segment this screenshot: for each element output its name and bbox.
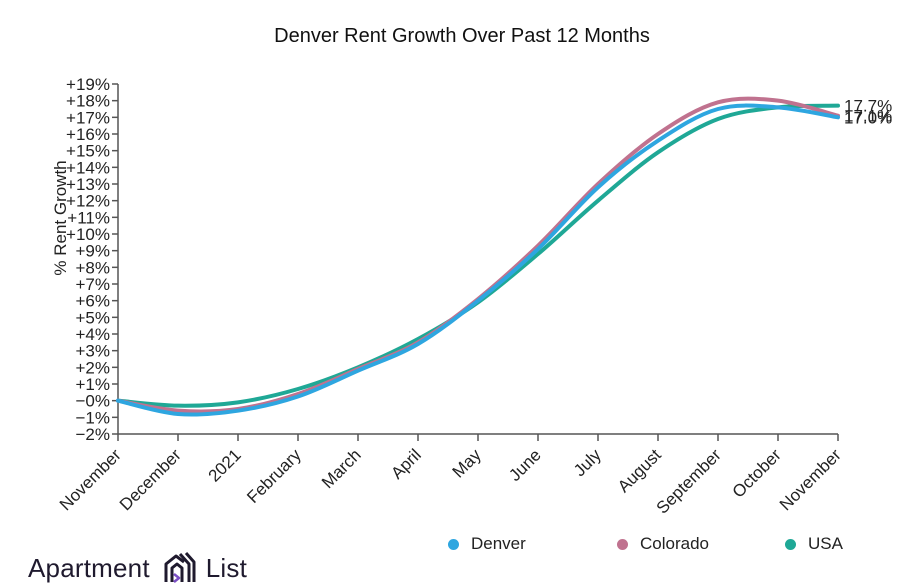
logo-text-list: List	[205, 552, 248, 583]
y-tick-label: +3%	[76, 342, 111, 361]
x-tick-label: September	[653, 445, 725, 517]
y-tick-label: −2%	[76, 425, 111, 444]
x-tick-label: May	[449, 445, 485, 481]
legend-label-denver: Denver	[471, 534, 526, 553]
x-tick-label: 2021	[205, 445, 245, 485]
legend-item-denver[interactable]: Denver	[448, 534, 526, 554]
y-tick-label: −0%	[76, 392, 111, 411]
x-tick-label: October	[729, 445, 785, 501]
series-line-usa	[116, 103, 840, 408]
legend-item-usa[interactable]: USA	[785, 534, 843, 554]
end-labels: 17.0%17.1%17.7%	[844, 97, 892, 128]
x-tick-label: July	[570, 445, 605, 480]
chart-title: Denver Rent Growth Over Past 12 Months	[274, 25, 650, 47]
y-tick-label: +8%	[76, 258, 111, 277]
legend-label-usa: USA	[808, 534, 843, 553]
x-tick-label: April	[387, 445, 424, 482]
x-tick-label: March	[318, 445, 365, 492]
x-tick-label: December	[116, 445, 185, 514]
legend-dot-denver	[448, 538, 459, 550]
series-line-denver	[116, 103, 840, 417]
x-tick-label: June	[505, 445, 545, 485]
y-tick-label: +18%	[66, 92, 110, 111]
y-tick-label: +12%	[66, 192, 110, 211]
y-tick-label: +14%	[66, 158, 110, 177]
x-tick-label: August	[614, 445, 665, 496]
x-tick-label: November	[776, 445, 845, 514]
y-tick-label: +13%	[66, 175, 110, 194]
end-label-colorado: 17.1%	[844, 107, 892, 126]
y-tick-label: +17%	[66, 108, 110, 127]
logo-text-apartment: Apartment	[28, 552, 150, 583]
end-label-denver: 17.0%	[844, 108, 892, 127]
y-axis: +19%+18%+17%+16%+15%+14%+13%+12%+11%+10%…	[66, 75, 119, 444]
apartment-list-logo: Apartment List	[28, 552, 247, 584]
y-tick-label: +5%	[76, 308, 111, 327]
legend-dot-colorado	[617, 538, 628, 550]
x-tick-label: February	[243, 445, 305, 507]
y-tick-label: +10%	[66, 225, 110, 244]
y-tick-label: +19%	[66, 75, 110, 94]
building-logo-icon	[164, 552, 196, 583]
series-line-colorado	[116, 96, 840, 414]
x-tick-label: November	[56, 445, 125, 514]
y-tick-label: +15%	[66, 142, 110, 161]
y-tick-label: +9%	[76, 242, 111, 261]
y-tick-label: +1%	[76, 375, 111, 394]
y-tick-label: +6%	[76, 292, 111, 311]
legend-label-colorado: Colorado	[640, 534, 709, 553]
legend: Denver Colorado USA	[0, 534, 924, 556]
y-tick-label: +16%	[66, 125, 110, 144]
y-tick-label: +4%	[76, 325, 111, 344]
y-tick-label: +2%	[76, 358, 111, 377]
end-label-usa: 17.7%	[844, 97, 892, 116]
y-axis-label: % Rent Growth	[51, 160, 70, 275]
series-layer	[116, 96, 840, 417]
legend-item-colorado[interactable]: Colorado	[617, 534, 709, 554]
legend-dot-usa	[785, 538, 796, 550]
y-tick-label: +7%	[76, 275, 111, 294]
y-tick-label: −1%	[76, 408, 111, 427]
y-tick-label: +11%	[67, 208, 110, 227]
